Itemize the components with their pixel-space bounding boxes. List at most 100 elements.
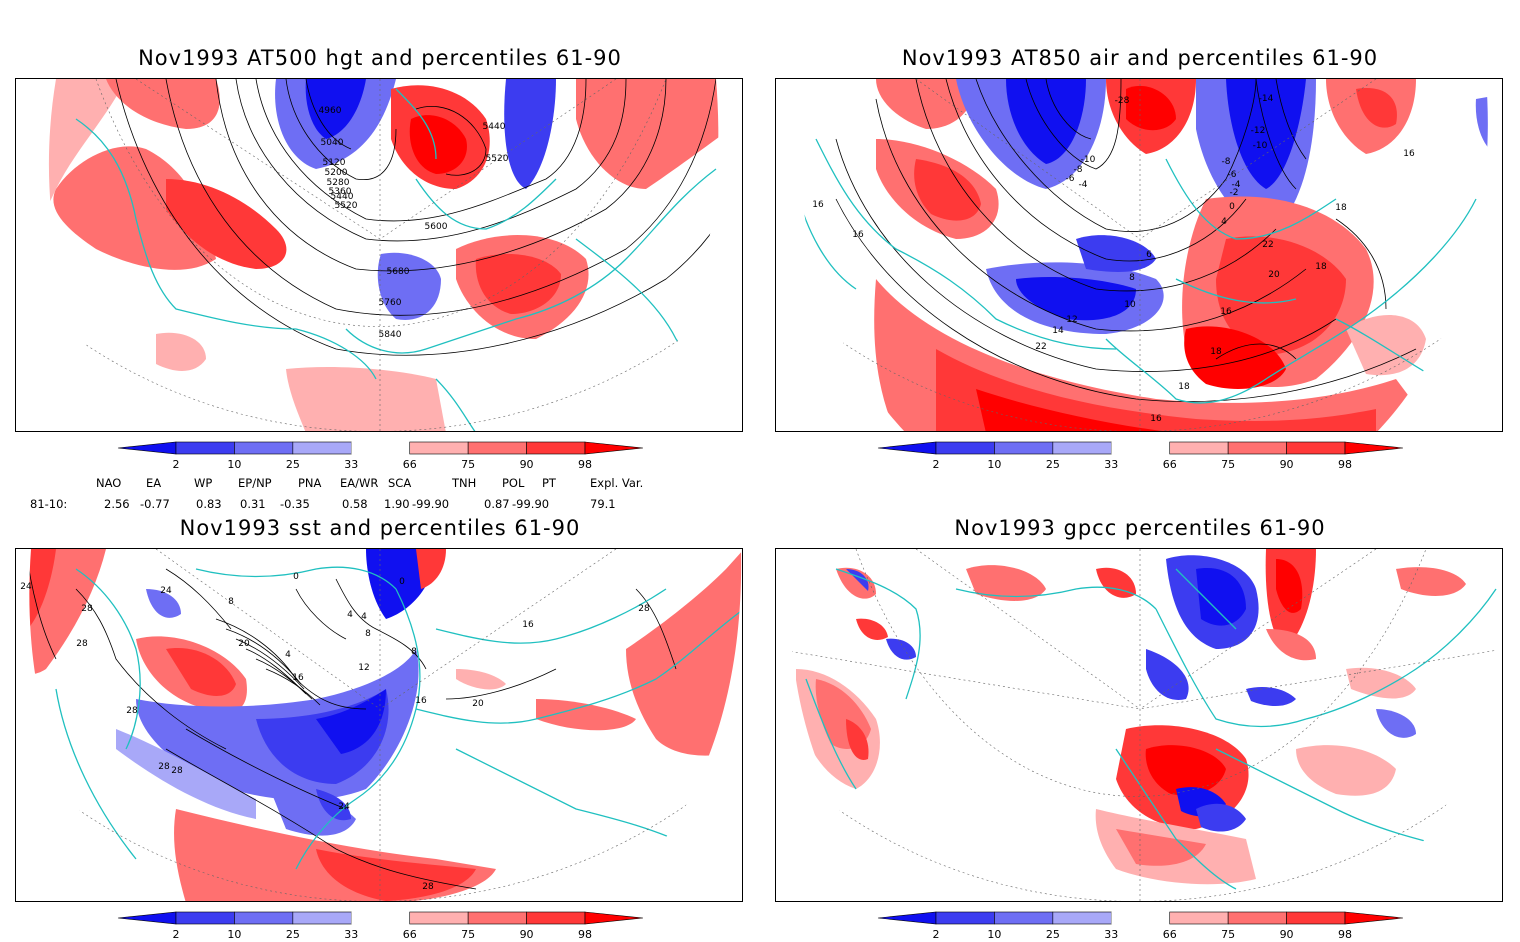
contour-label: 28 bbox=[171, 766, 183, 776]
contour-label: 24 bbox=[160, 586, 172, 596]
contour-label: 8 bbox=[228, 597, 234, 607]
index-header-pna: PNA bbox=[298, 476, 322, 490]
contour-label: 5600 bbox=[425, 222, 448, 232]
contour-label: 5840 bbox=[379, 330, 402, 340]
contour-label: 8 bbox=[411, 647, 417, 657]
colorbar-segment bbox=[409, 441, 469, 455]
contour-label: 8 bbox=[365, 629, 371, 639]
index-value-eawr: 0.58 bbox=[342, 497, 368, 511]
contour-label: 16 bbox=[1220, 307, 1232, 317]
colorbar-tick-label: 75 bbox=[1221, 458, 1235, 471]
colorbar-tick-label: 25 bbox=[1046, 458, 1060, 471]
colorbar-tick-label: 10 bbox=[987, 928, 1001, 941]
colorbar-segment bbox=[1111, 442, 1170, 454]
contour-label: 28 bbox=[126, 706, 138, 716]
contour-label: 28 bbox=[422, 882, 434, 892]
colorbar-segment bbox=[234, 911, 294, 925]
colorbar-tick-label: 10 bbox=[987, 458, 1001, 471]
index-header-ea: EA bbox=[146, 476, 162, 490]
contour-label: 6 bbox=[1146, 250, 1152, 260]
colorbar-segment bbox=[1169, 911, 1229, 925]
colorbar-tick-label: 75 bbox=[1221, 928, 1235, 941]
colorbar-segment bbox=[1169, 441, 1229, 455]
contour-label: -2 bbox=[1230, 188, 1239, 198]
colorbar-tick-label: 2 bbox=[933, 928, 940, 941]
contour-label: 12 bbox=[358, 663, 369, 673]
map-panel-hgt: 4960 5040 5120 5200 5280 5360 5440 5520 … bbox=[15, 78, 743, 432]
contour-label: -4 bbox=[1232, 180, 1241, 190]
colorbar-svg: 2 10 25 33 66 75 90 98 bbox=[877, 441, 1404, 471]
contour-label: 5440 bbox=[331, 192, 354, 202]
index-value-sca: 1.90 bbox=[384, 497, 410, 511]
contour-label: 10 bbox=[1124, 300, 1136, 310]
index-value-pt: -99.90 bbox=[512, 497, 550, 511]
colorbar-segment bbox=[1286, 911, 1346, 925]
colorbar-segment bbox=[292, 441, 352, 455]
contour-label: 4 bbox=[361, 612, 367, 622]
contour-label: 18 bbox=[1335, 203, 1347, 213]
colorbar-tick-label: 33 bbox=[344, 928, 358, 941]
contour-label: 4 bbox=[285, 650, 291, 660]
colorbar-segment bbox=[175, 441, 235, 455]
contour-label: 16 bbox=[812, 200, 824, 210]
colorbar-segment bbox=[1344, 911, 1404, 925]
index-header-tnh: TNH bbox=[452, 476, 477, 490]
index-value-ea: -0.77 bbox=[140, 497, 170, 511]
contour-label: 28 bbox=[76, 639, 88, 649]
colorbar-segment bbox=[1052, 911, 1112, 925]
colorbar-tick-label: 25 bbox=[286, 458, 300, 471]
contour-label: -4 bbox=[1079, 180, 1088, 190]
contour-label: 5360 bbox=[329, 187, 352, 197]
contour-label: 22 bbox=[1262, 240, 1273, 250]
contour-label: 24 bbox=[338, 802, 350, 812]
colorbar-tick-label: 98 bbox=[578, 458, 592, 471]
colorbar-segment bbox=[877, 911, 937, 925]
colorbar-tick-label: 2 bbox=[933, 458, 940, 471]
colorbar-tick-label: 10 bbox=[227, 458, 241, 471]
contour-label: 5680 bbox=[387, 267, 410, 277]
colorbar-segment bbox=[409, 911, 469, 925]
colorbar-segment bbox=[994, 441, 1054, 455]
contour-label: 22 bbox=[1035, 342, 1046, 352]
index-header-nao: NAO bbox=[96, 476, 122, 490]
contour-label: 5200 bbox=[325, 168, 348, 178]
colorbar-segment bbox=[526, 911, 586, 925]
index-value-nao: 2.56 bbox=[104, 497, 130, 511]
colorbar-segment bbox=[935, 441, 995, 455]
colorbar-svg: 2 10 25 33 66 75 90 98 bbox=[117, 441, 644, 471]
contour-label: 5120 bbox=[323, 158, 346, 168]
colorbar-tick-label: 2 bbox=[173, 458, 180, 471]
contour-label: 0 bbox=[1229, 202, 1235, 212]
contour-label: 14 bbox=[1052, 326, 1064, 336]
contour-label: 5520 bbox=[486, 154, 509, 164]
colorbar-segment bbox=[994, 911, 1054, 925]
contour-label: -12 bbox=[1251, 126, 1266, 136]
colorbar-tick-label: 33 bbox=[1104, 458, 1118, 471]
colorbar-tick-label: 90 bbox=[520, 458, 534, 471]
contour-label: -8 bbox=[1222, 157, 1231, 167]
index-header-eawr: EA/WR bbox=[340, 476, 379, 490]
contour-label: 18 bbox=[1210, 347, 1222, 357]
index-header-wp: WP bbox=[194, 476, 213, 490]
colorbar-segment bbox=[1052, 441, 1112, 455]
contour-label: -10 bbox=[1081, 155, 1096, 165]
colorbar-tick-label: 98 bbox=[578, 928, 592, 941]
contour-label: 4 bbox=[1221, 217, 1227, 227]
colorbar-tick-label: 90 bbox=[1280, 458, 1294, 471]
contour-label: -8 bbox=[1074, 165, 1083, 175]
index-header-epnp: EP/NP bbox=[238, 476, 272, 490]
panel-title-hgt: Nov1993 AT500 hgt and percentiles 61-90 bbox=[138, 46, 622, 70]
contour-label: 8 bbox=[1129, 273, 1135, 283]
contour-label: 5520 bbox=[335, 201, 358, 211]
contour-label: 20 bbox=[472, 699, 484, 709]
colorbar-svg: 2 10 25 33 66 75 90 98 bbox=[117, 911, 644, 941]
colorbar-segment bbox=[351, 912, 410, 924]
colorbar-segment bbox=[467, 441, 527, 455]
colorbar-segment bbox=[584, 441, 644, 455]
colorbar-segment bbox=[1111, 912, 1170, 924]
colorbar-segment bbox=[584, 911, 644, 925]
contour-label: 16 bbox=[852, 230, 864, 240]
contour-label: 20 bbox=[1268, 270, 1280, 280]
panel-title-gpcc: Nov1993 gpcc percentiles 61-90 bbox=[954, 516, 1326, 540]
colorbar-tick-label: 2 bbox=[173, 928, 180, 941]
